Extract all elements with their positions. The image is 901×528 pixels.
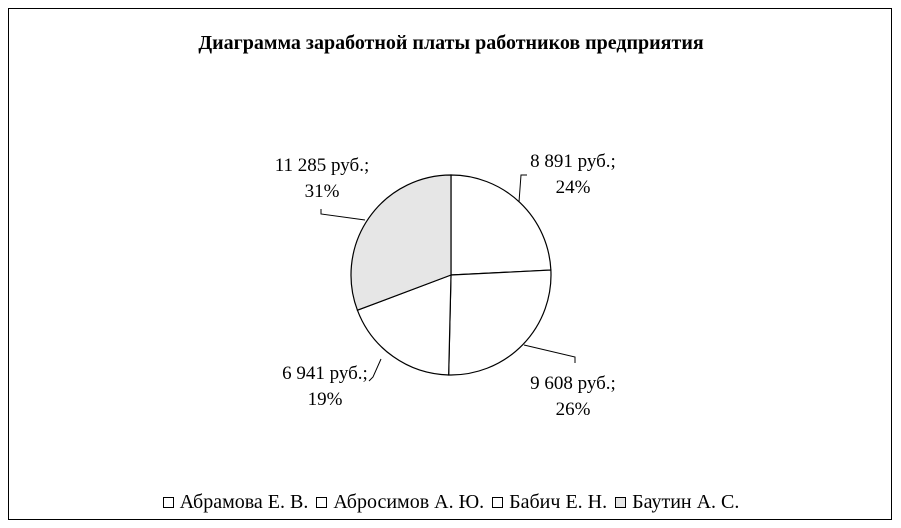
pie-slice bbox=[356, 274, 452, 376]
leader-line bbox=[320, 209, 366, 221]
slice-value-label: 6 941 руб.; bbox=[282, 363, 368, 384]
legend-item: Баутин А. С. bbox=[615, 492, 739, 512]
legend-label: Абрамова Е. В. bbox=[179, 491, 309, 513]
legend-swatch bbox=[162, 496, 174, 508]
legend-swatch bbox=[615, 496, 627, 508]
leader-line bbox=[518, 174, 527, 203]
chart-legend: Абрамова Е. В. Абросимов А. Ю. Бабич Е. Н.… bbox=[9, 492, 893, 512]
legend-label: Бабич Е. Н. bbox=[509, 491, 608, 513]
slice-percent-label: 19% bbox=[308, 389, 343, 410]
chart-frame: Диаграмма заработной платы работников пр… bbox=[8, 8, 892, 520]
legend-label: Абросимов А. Ю. bbox=[333, 491, 485, 513]
slice-value-label: 11 285 руб.; bbox=[275, 155, 370, 176]
legend-item: Абрамова Е. В. bbox=[162, 491, 309, 513]
legend-swatch bbox=[316, 496, 328, 508]
slice-value-label: 8 891 руб.; bbox=[530, 151, 616, 172]
pie-slice bbox=[350, 174, 452, 311]
slice-percent-label: 31% bbox=[305, 181, 340, 202]
slice-percent-label: 26% bbox=[556, 399, 591, 420]
legend-item: Бабич Е. Н. bbox=[492, 492, 607, 512]
leader-line bbox=[523, 344, 576, 363]
legend-item: Абросимов А. Ю. bbox=[316, 492, 484, 512]
slice-value-label: 9 608 руб.; bbox=[530, 373, 616, 394]
leader-line bbox=[368, 358, 382, 382]
pie-chart: 8 891 руб.; 24% 9 608 руб.; 26% 6 941 руб.; 1… bbox=[275, 151, 616, 420]
pie-slice bbox=[448, 269, 552, 376]
pie-slice bbox=[450, 174, 552, 276]
chart-title: Диаграмма заработной платы работников пр… bbox=[198, 32, 704, 54]
legend-swatch bbox=[492, 496, 504, 508]
slice-percent-label: 24% bbox=[556, 177, 591, 198]
legend-label: Баутин А. С. bbox=[632, 491, 740, 513]
